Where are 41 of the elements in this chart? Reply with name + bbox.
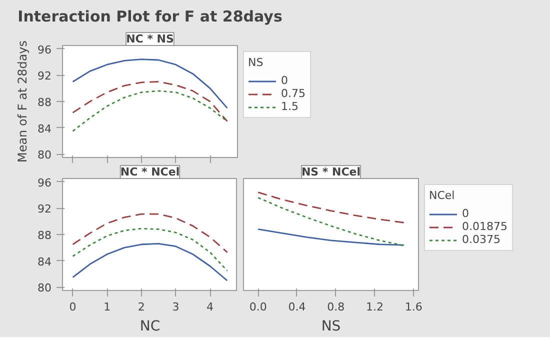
legend-label: 0.0375 (462, 233, 500, 246)
legend-label: 0 (462, 207, 470, 220)
y-tick-label: 84 (38, 255, 52, 268)
x-tick-label: 0.4 (288, 300, 306, 314)
x-tick-label: 1.2 (366, 300, 384, 314)
x-tick-label: 1.6 (404, 300, 422, 314)
y-tick-label: 96 (38, 176, 52, 190)
legend-label: 1.5 (281, 100, 298, 113)
legend-title: NCel (429, 189, 456, 202)
line-series (72, 90, 228, 132)
x-axis-title: NC (140, 318, 160, 334)
line-series (72, 81, 228, 122)
x-tick-label: 0 (69, 300, 76, 314)
x-axis-title: NS (321, 318, 341, 334)
legend-title: NS (248, 56, 264, 69)
chart-title: NC * NCel (120, 166, 180, 178)
line-series (72, 228, 228, 272)
x-tick-label: 3 (172, 300, 180, 314)
chart-title: NS * NCel (301, 166, 361, 178)
y-tick-label: 96 (38, 43, 52, 56)
chart-title: Interaction Plot for F at 28days (18, 8, 282, 26)
y-tick-label: 88 (38, 229, 52, 242)
x-tick-label: 1 (104, 300, 111, 314)
x-tick-label: 2 (138, 300, 145, 314)
legend-label: 0 (281, 74, 289, 87)
line-series (72, 213, 228, 253)
y-tick-label: 80 (38, 148, 52, 162)
y-tick-label: 92 (38, 202, 52, 216)
chart-subtitle: NC * NS (126, 32, 174, 46)
y-tick-label: 88 (38, 96, 52, 109)
y-tick-label: 80 (38, 282, 52, 295)
legend-label: 0.01875 (462, 220, 508, 233)
y-tick-label: 84 (38, 122, 52, 136)
x-tick-label: 0.0 (249, 300, 267, 314)
x-tick-label: 0.8 (327, 300, 345, 314)
legend-label: 0.75 (281, 87, 306, 100)
line-series (72, 243, 228, 282)
y-tick-label: 92 (38, 70, 52, 83)
x-tick-label: 4 (206, 300, 214, 314)
y-axis-title: Mean of F at 28days (16, 40, 30, 163)
line-series (72, 58, 228, 109)
